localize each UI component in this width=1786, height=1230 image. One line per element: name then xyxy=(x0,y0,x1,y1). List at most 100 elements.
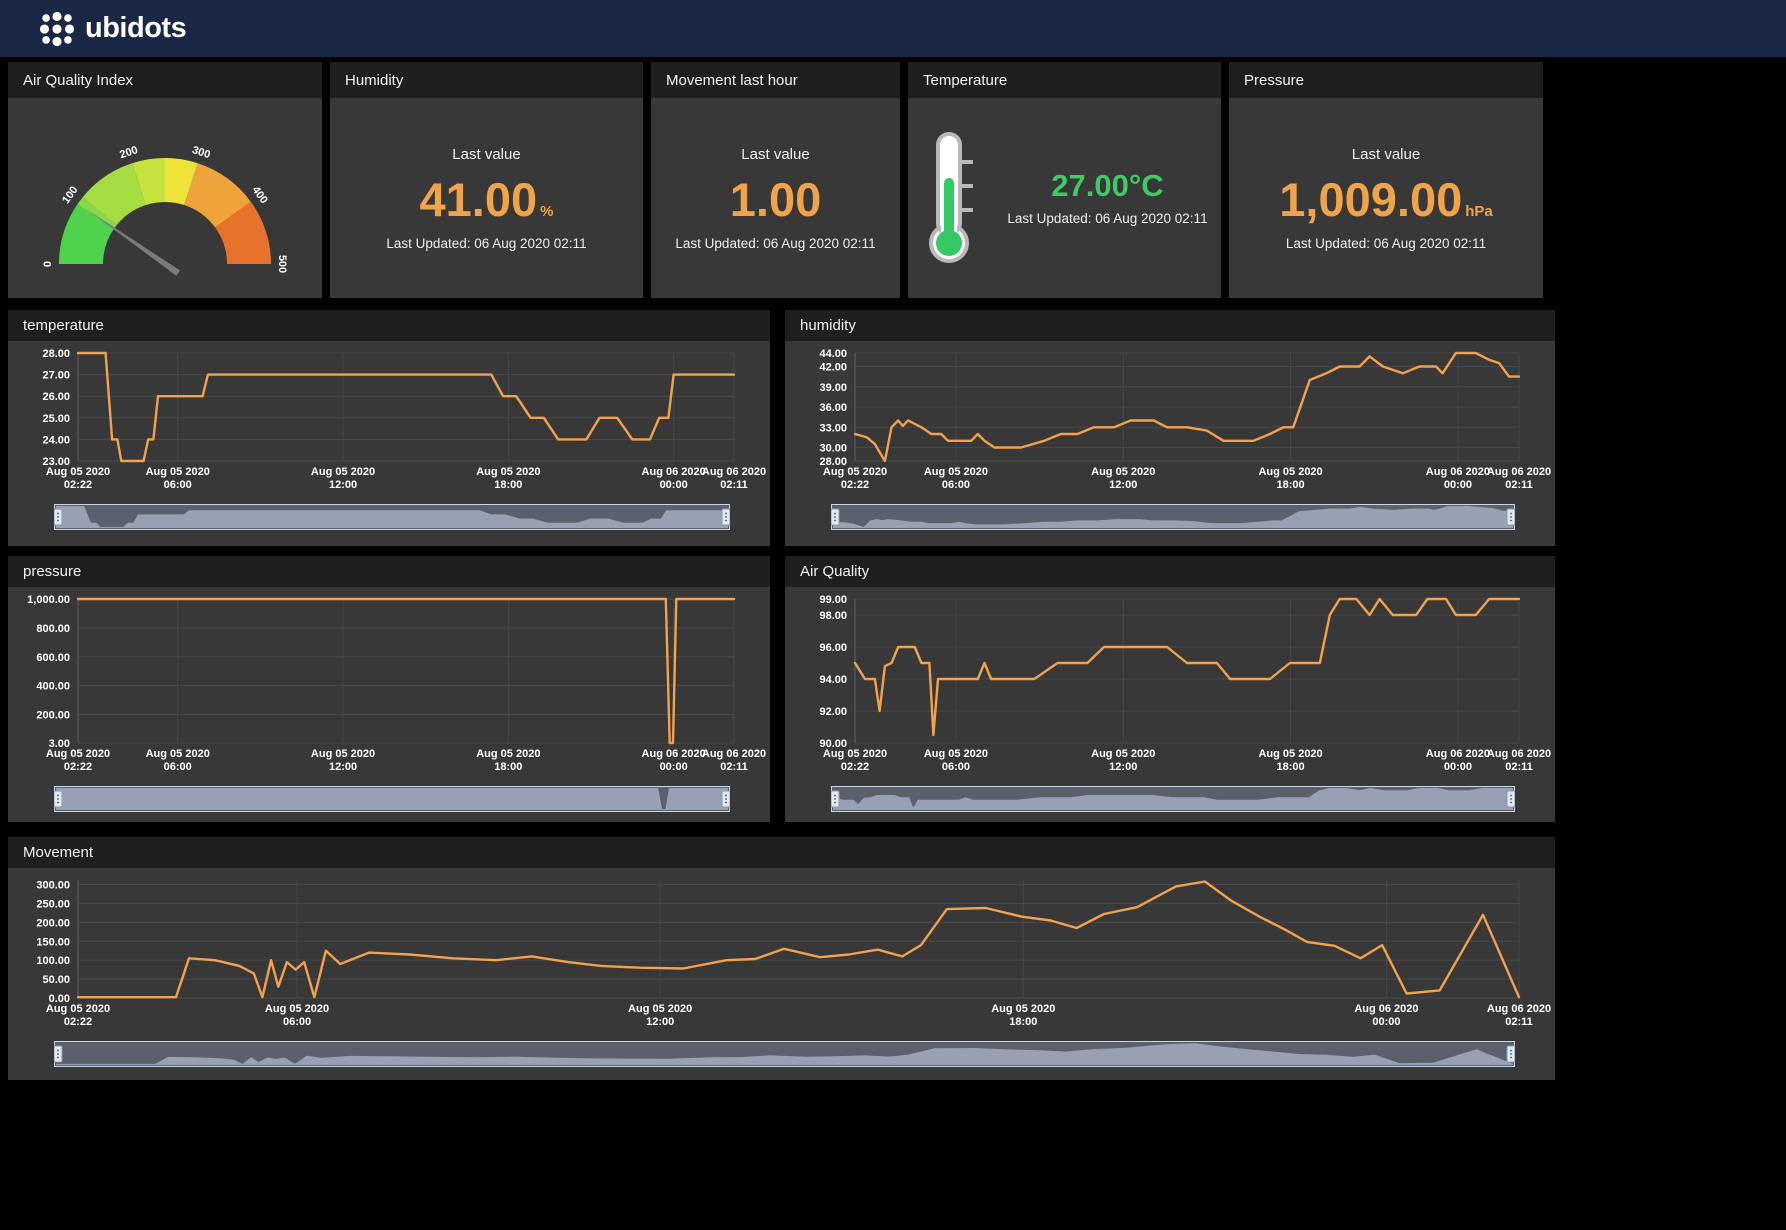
humidity-unit: % xyxy=(540,202,554,220)
last-value-label: Last value xyxy=(1351,145,1421,163)
svg-text:Aug 05 2020: Aug 05 2020 xyxy=(1091,466,1155,478)
svg-text:Aug 06 2020: Aug 06 2020 xyxy=(1426,748,1490,760)
svg-text:Aug 06 2020: Aug 06 2020 xyxy=(642,748,706,760)
svg-text:92.00: 92.00 xyxy=(819,706,847,718)
svg-text:200: 200 xyxy=(118,144,139,161)
svg-text:Aug 05 2020: Aug 05 2020 xyxy=(46,1003,110,1015)
temperature-line-chart[interactable]: 28.00 27.00 26.00 25.00 24.00 23.00 Aug 05 202… xyxy=(8,345,770,495)
svg-text:Aug 05 2020: Aug 05 2020 xyxy=(1258,748,1322,760)
svg-text:800.00: 800.00 xyxy=(36,623,70,635)
svg-text:02:22: 02:22 xyxy=(841,761,869,773)
svg-text:0: 0 xyxy=(42,261,54,267)
svg-text:06:00: 06:00 xyxy=(942,761,970,773)
svg-text:Aug 06 2020: Aug 06 2020 xyxy=(1487,748,1551,760)
ubidots-logo-icon xyxy=(39,11,75,46)
svg-text:96.00: 96.00 xyxy=(819,642,847,654)
svg-text:Aug 05 2020: Aug 05 2020 xyxy=(46,748,110,760)
chart-title: pressure xyxy=(23,563,82,580)
card-temperature: Temperature 27.00°C Last Updated: 06 Aug… xyxy=(908,62,1221,298)
svg-text:18:00: 18:00 xyxy=(1009,1016,1037,1028)
svg-text:Aug 05 2020: Aug 05 2020 xyxy=(1258,466,1322,478)
svg-text:3.00: 3.00 xyxy=(49,738,70,750)
svg-text:39.00: 39.00 xyxy=(819,382,847,394)
svg-text:00:00: 00:00 xyxy=(1444,761,1472,773)
air-quality-line-chart[interactable]: 99.00 98.00 96.00 94.00 92.00 90.00 Aug 05 202… xyxy=(785,591,1555,777)
movement-line-chart[interactable]: 300.00 250.00 200.00 150.00 100.00 50.00 0.00 A… xyxy=(8,872,1555,1032)
svg-text:02:11: 02:11 xyxy=(720,761,748,773)
svg-text:Aug 06 2020: Aug 06 2020 xyxy=(1426,466,1490,478)
air-quality-gauge: 0 100 200 300 400 500 xyxy=(8,98,322,298)
svg-text:Aug 05 2020: Aug 05 2020 xyxy=(991,1003,1055,1015)
svg-text:12:00: 12:00 xyxy=(329,479,357,491)
svg-text:06:00: 06:00 xyxy=(164,761,192,773)
svg-text:Aug 05 2020: Aug 05 2020 xyxy=(476,466,540,478)
svg-text:27.00: 27.00 xyxy=(42,370,70,382)
svg-text:18:00: 18:00 xyxy=(494,479,522,491)
svg-text:Aug 05 2020: Aug 05 2020 xyxy=(924,466,988,478)
svg-text:0.00: 0.00 xyxy=(49,993,70,1005)
chart-title: Movement xyxy=(23,844,94,861)
svg-text:25.00: 25.00 xyxy=(42,413,70,425)
pressure-unit: hPa xyxy=(1465,202,1493,220)
svg-text:02:11: 02:11 xyxy=(720,479,748,491)
svg-text:Aug 05 2020: Aug 05 2020 xyxy=(628,1003,692,1015)
svg-text:Aug 05 2020: Aug 05 2020 xyxy=(823,748,887,760)
temperature-range-selector[interactable] xyxy=(53,504,731,530)
svg-text:28.00: 28.00 xyxy=(42,348,70,360)
card-title: Air Quality Index xyxy=(23,71,134,89)
svg-text:Aug 06 2020: Aug 06 2020 xyxy=(1354,1003,1418,1015)
humidity-line-chart[interactable]: 44.00 42.00 39.00 36.00 33.00 30.00 28.00 Aug 0… xyxy=(785,345,1555,495)
svg-text:Aug 06 2020: Aug 06 2020 xyxy=(1487,466,1551,478)
svg-text:Aug 05 2020: Aug 05 2020 xyxy=(265,1003,329,1015)
card-title: Movement last hour xyxy=(666,71,798,89)
last-updated-text: Last Updated: 06 Aug 2020 02:11 xyxy=(1007,211,1208,226)
card-movement-last-hour: Movement last hour Last value 1.00 Last … xyxy=(651,62,900,298)
chart-title-bar: Air Quality xyxy=(785,556,1555,587)
svg-text:100: 100 xyxy=(60,184,80,206)
svg-text:42.00: 42.00 xyxy=(819,362,847,374)
last-updated-text: Last Updated: 06 Aug 2020 02:11 xyxy=(675,235,876,251)
thermometer-icon xyxy=(929,132,974,263)
svg-text:99.00: 99.00 xyxy=(819,594,847,606)
card-title-bar: Movement last hour xyxy=(651,62,900,98)
card-title-bar: Air Quality Index xyxy=(8,62,322,98)
chart-title: humidity xyxy=(800,317,856,334)
svg-text:Aug 05 2020: Aug 05 2020 xyxy=(924,748,988,760)
chart-title-bar: humidity xyxy=(785,310,1555,341)
humidity-range-selector[interactable] xyxy=(830,504,1516,530)
svg-text:12:00: 12:00 xyxy=(329,761,357,773)
pressure-range-selector[interactable] xyxy=(53,786,731,812)
svg-text:Aug 05 2020: Aug 05 2020 xyxy=(46,466,110,478)
svg-text:28.00: 28.00 xyxy=(819,456,847,468)
svg-text:Aug 05 2020: Aug 05 2020 xyxy=(146,466,210,478)
air-quality-range-selector[interactable] xyxy=(830,786,1516,812)
svg-text:06:00: 06:00 xyxy=(283,1016,311,1028)
brand-name: ubidots xyxy=(85,12,187,44)
card-air-quality-index: Air Quality Index 0 100 200 300 400 500 xyxy=(8,62,322,298)
card-title-bar: Temperature xyxy=(908,62,1221,98)
card-title: Humidity xyxy=(345,71,404,89)
svg-text:18:00: 18:00 xyxy=(494,761,522,773)
svg-text:Aug 05 2020: Aug 05 2020 xyxy=(311,466,375,478)
svg-text:250.00: 250.00 xyxy=(36,898,70,910)
svg-text:36.00: 36.00 xyxy=(819,402,847,414)
svg-text:06:00: 06:00 xyxy=(164,479,192,491)
card-humidity: Humidity Last value 41.00 % Last Updated… xyxy=(330,62,643,298)
svg-text:00:00: 00:00 xyxy=(660,479,688,491)
movement-range-selector[interactable] xyxy=(53,1041,1516,1067)
svg-text:Aug 05 2020: Aug 05 2020 xyxy=(146,748,210,760)
ubidots-logo[interactable]: ubidots xyxy=(38,10,187,48)
chart-panel-pressure: pressure 1,000.00 800.00 600.00 400.00 200.0… xyxy=(8,556,770,822)
svg-text:02:22: 02:22 xyxy=(64,1016,92,1028)
svg-text:1,000.00: 1,000.00 xyxy=(27,594,70,606)
svg-text:Aug 05 2020: Aug 05 2020 xyxy=(476,748,540,760)
svg-text:12:00: 12:00 xyxy=(646,1016,674,1028)
pressure-line-chart[interactable]: 1,000.00 800.00 600.00 400.00 200.00 3.00 Aug … xyxy=(8,591,770,777)
svg-text:00:00: 00:00 xyxy=(1444,479,1472,491)
svg-text:02:11: 02:11 xyxy=(1505,479,1533,491)
card-title: Temperature xyxy=(923,71,1008,89)
svg-text:400: 400 xyxy=(249,184,269,206)
svg-text:12:00: 12:00 xyxy=(1109,479,1137,491)
svg-text:94.00: 94.00 xyxy=(819,674,847,686)
last-value-label: Last value xyxy=(741,145,810,163)
